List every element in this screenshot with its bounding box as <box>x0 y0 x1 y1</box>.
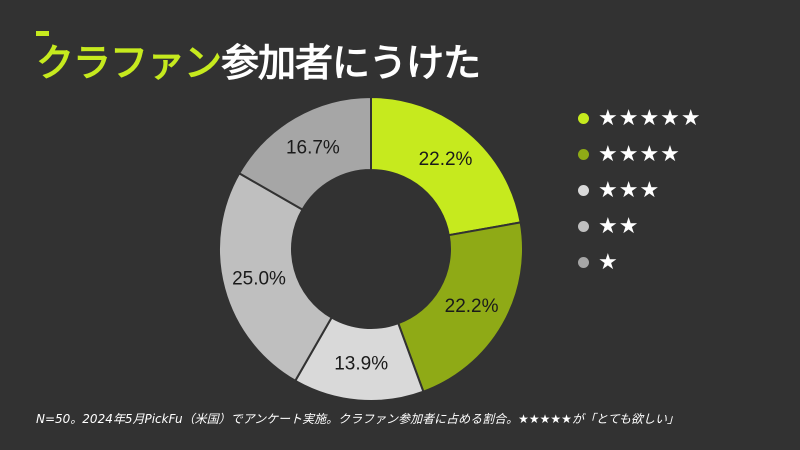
donut-slice-5 <box>237 95 372 212</box>
legend-marker <box>578 148 589 160</box>
donut-slice-1 <box>370 95 522 237</box>
title-accent-dash <box>36 31 49 36</box>
legend-item-5: ★ <box>578 244 702 280</box>
legend-marker <box>578 256 589 268</box>
page-title: クラファン参加者にうけた <box>36 38 481 88</box>
legend-item-1: ★★★★★ <box>578 100 702 136</box>
legend-marker <box>578 112 589 124</box>
legend-label: ★★★ <box>598 177 661 203</box>
slice-label-5: 16.7% <box>286 138 340 159</box>
chart-legend: ★★★★★ ★★★★ ★★★ ★★ ★ <box>578 100 702 280</box>
legend-label: ★★ <box>598 213 640 239</box>
legend-label: ★★★★★ <box>598 105 702 131</box>
slice-label-4: 25.0% <box>232 268 286 289</box>
title-rest: 参加者にうけた <box>221 41 481 85</box>
donut-slice-4 <box>218 171 334 383</box>
legend-item-3: ★★★ <box>578 172 702 208</box>
slice-label-2: 22.2% <box>445 296 499 317</box>
legend-item-4: ★★ <box>578 208 702 244</box>
legend-marker <box>578 220 589 232</box>
legend-label: ★★★★ <box>598 141 681 167</box>
title-accent: クラファン <box>36 41 222 85</box>
legend-label: ★ <box>598 249 619 275</box>
donut-slice-2 <box>396 221 524 393</box>
slice-label-1: 22.2% <box>419 149 473 170</box>
footnote: N=50。2024年5月PickFu（米国）でアンケート実施。クラファン参加者に… <box>36 412 679 426</box>
slice-label-3: 13.9% <box>334 354 388 375</box>
legend-item-2: ★★★★ <box>578 136 702 172</box>
legend-marker <box>578 184 589 196</box>
